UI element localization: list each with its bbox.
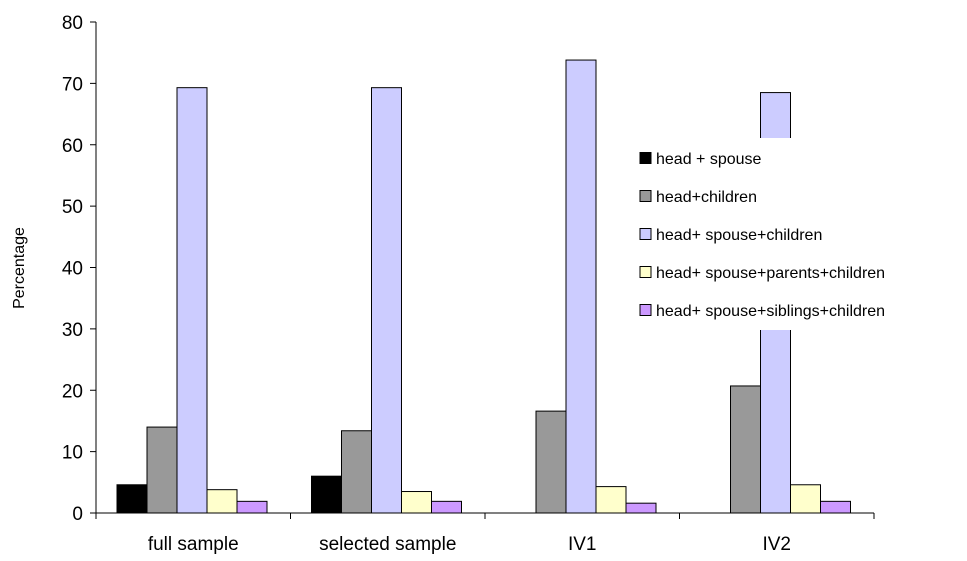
bar	[431, 500, 462, 514]
legend-label: head + spouse	[656, 151, 762, 168]
bar	[341, 430, 372, 514]
legend-swatch	[639, 190, 652, 202]
legend-swatch	[639, 228, 652, 240]
bar	[206, 489, 238, 514]
legend-swatch	[639, 152, 652, 164]
bar	[401, 491, 432, 514]
category-label: selected sample	[319, 534, 456, 555]
bar	[565, 59, 597, 514]
category-label: IV1	[568, 534, 597, 555]
bar	[311, 475, 342, 514]
bar	[146, 426, 178, 514]
y-tick-label: 80	[62, 13, 83, 34]
bar	[820, 500, 851, 514]
bar	[236, 500, 268, 514]
legend-swatch	[639, 304, 652, 316]
bar	[790, 484, 821, 514]
y-tick-label: 60	[62, 136, 83, 157]
y-axis-title: Percentage	[11, 227, 28, 309]
legend-label: head+children	[656, 189, 757, 206]
axes-layer: 0 10 20 30 40 50 60 70 80 full sample selected sam…	[62, 13, 875, 555]
y-tick-label: 40	[62, 259, 83, 280]
bars-layer	[116, 59, 851, 514]
category-label: IV2	[762, 534, 791, 555]
legend-label: head+ spouse+parents+children	[656, 265, 885, 282]
legend-background	[630, 138, 967, 330]
legend-swatch	[639, 266, 652, 278]
bar	[730, 385, 761, 514]
bar	[625, 502, 657, 514]
bar	[176, 87, 208, 514]
y-tick-label: 20	[62, 381, 83, 402]
y-tick-label: 50	[62, 197, 83, 218]
bar	[116, 484, 148, 514]
y-tick-label: 10	[62, 443, 83, 464]
bar	[371, 87, 402, 514]
legend: head + spouse head+children head+ spouse+c…	[630, 138, 967, 330]
y-tick-label: 70	[62, 74, 83, 95]
legend-label: head+ spouse+children	[656, 227, 822, 244]
category-label: full sample	[148, 534, 239, 555]
bar	[595, 486, 627, 514]
y-tick-label: 30	[62, 320, 83, 341]
bar	[535, 410, 567, 514]
y-tick-label: 0	[72, 504, 83, 525]
legend-label: head+ spouse+siblings+children	[656, 303, 885, 320]
